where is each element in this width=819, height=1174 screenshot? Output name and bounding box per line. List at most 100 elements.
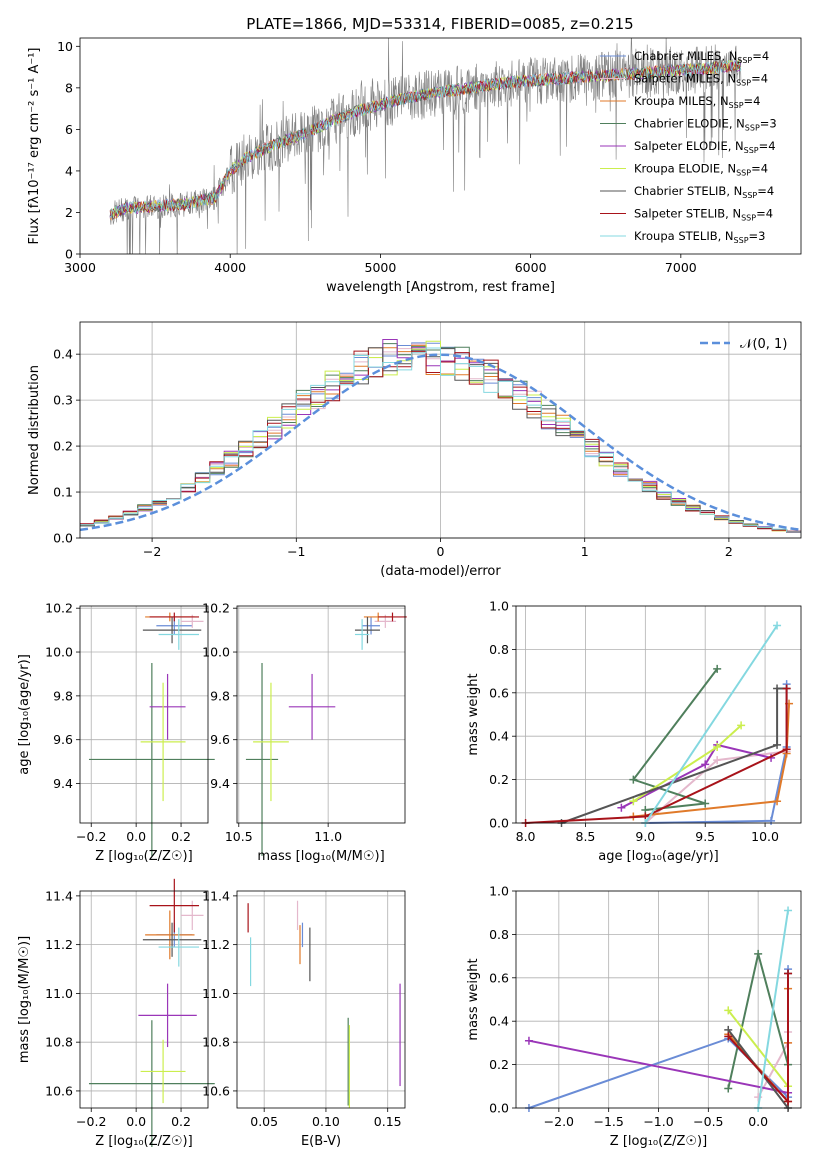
y-tick-label: 10.0 bbox=[45, 645, 73, 660]
legend-count: =4 bbox=[751, 162, 768, 176]
mass-weight-marker bbox=[617, 803, 626, 812]
legend-label: Chabrier STELIB, N bbox=[634, 184, 742, 198]
y-tick-label: 0.6 bbox=[489, 970, 509, 985]
x-tick-label: 9.5 bbox=[695, 829, 715, 844]
x-tick-label: 0 bbox=[437, 544, 445, 559]
y-tick-label: 9.4 bbox=[53, 776, 73, 791]
x-tick-label: −2.0 bbox=[544, 1114, 574, 1129]
y-tick-label: 0.8 bbox=[489, 927, 509, 942]
legend-subscript: SSP bbox=[741, 214, 756, 223]
y-tick-label: 0.3 bbox=[53, 393, 73, 408]
mass-weight-line bbox=[633, 703, 790, 818]
y-tick-label: 0.6 bbox=[489, 685, 509, 700]
legend-subscript: SSP bbox=[734, 236, 749, 245]
axes-frame bbox=[79, 37, 802, 255]
legend-count: =4 bbox=[759, 139, 776, 153]
legend-entry: Chabrier ELODIE, NSSP=3 bbox=[634, 117, 777, 133]
legend-entry: Salpeter STELIB, NSSP=4 bbox=[634, 207, 773, 223]
y-tick-label: 11.4 bbox=[45, 888, 73, 903]
x-tick-label: 0.0 bbox=[126, 829, 146, 844]
y-tick-label: 1.0 bbox=[489, 599, 509, 614]
y-tick-label: 8 bbox=[65, 80, 73, 95]
x-tick-label: −0.5 bbox=[693, 1114, 723, 1129]
y-tick-label: 2 bbox=[65, 205, 73, 220]
legend-entry: Salpeter MILES, NSSP=4 bbox=[634, 72, 768, 88]
legend-subscript: SSP bbox=[742, 191, 757, 200]
x-tick-label: 0.05 bbox=[250, 1114, 278, 1129]
y-tick-label: 10.8 bbox=[202, 1035, 230, 1050]
y-tick-label: 9.8 bbox=[210, 688, 230, 703]
mass-weight-marker bbox=[773, 797, 782, 806]
y-axis-label: Normed distribution bbox=[27, 365, 42, 495]
x-axis-label: (data-model)/error bbox=[380, 564, 501, 579]
x-tick-label: 1 bbox=[581, 544, 589, 559]
y-tick-label: 6 bbox=[65, 122, 73, 137]
y-tick-label: 9.4 bbox=[210, 776, 230, 791]
mass-weight-marker bbox=[784, 1097, 793, 1106]
x-tick-label: 6000 bbox=[515, 260, 547, 275]
legend-subscript: SSP bbox=[744, 146, 759, 155]
x-axis-label: wavelength [Angstrom, rest frame] bbox=[326, 280, 555, 295]
weight-vs-metallicity-panel: −2.0 −1.5 −1.0 −0.5 0.0 0.0 0.2 0.4 0.6 0.8 1.0 Z [… bbox=[466, 884, 802, 1149]
mass-weight-line bbox=[757, 910, 789, 1109]
x-tick-label: 11.0 bbox=[314, 829, 342, 844]
legend-label: Kroupa MILES, N bbox=[634, 94, 729, 108]
x-tick-label: 10.0 bbox=[751, 829, 779, 844]
mass-vs-metallicity-panel: −0.2 0.0 0.2 10.6 10.8 11.0 11.2 11.4 Z [log₁₀(Z… bbox=[17, 878, 215, 1149]
model-spectrum-line bbox=[109, 59, 742, 218]
y-axis-label: mass weight bbox=[466, 958, 481, 1040]
legend-count: =4 bbox=[751, 72, 768, 86]
residuals-panel: −2 −1 0 1 2 0.0 0.1 0.2 0.3 0.4 (data-model)/error… bbox=[27, 321, 802, 579]
y-tick-label: 10.0 bbox=[202, 645, 230, 660]
mass-weight-marker bbox=[782, 745, 791, 754]
legend-count: =3 bbox=[760, 117, 777, 131]
legend-count: =4 bbox=[744, 94, 761, 108]
mass-weight-line bbox=[525, 688, 788, 824]
weight-vs-age-panel: 8.0 8.5 9.0 9.5 10.0 0.0 0.2 0.4 0.6 0.8 1.0 age [l… bbox=[466, 599, 802, 864]
legend-label: Kroupa ELODIE, N bbox=[634, 162, 736, 176]
y-tick-label: 0.1 bbox=[53, 485, 73, 500]
y-tick-label: 0.0 bbox=[489, 816, 509, 831]
x-tick-label: 4000 bbox=[214, 260, 246, 275]
mass-weight-line bbox=[644, 624, 778, 824]
mass-weight-marker bbox=[773, 740, 782, 749]
x-tick-label: 3000 bbox=[64, 260, 96, 275]
legend-entry: Chabrier MILES, NSSP=4 bbox=[634, 49, 769, 65]
y-tick-label: 0 bbox=[65, 247, 73, 262]
x-tick-label: 9.0 bbox=[635, 829, 655, 844]
x-tick-label: −1.5 bbox=[593, 1114, 623, 1129]
axes-frame bbox=[79, 890, 209, 1109]
legend-count: =4 bbox=[752, 49, 769, 63]
x-tick-label: −1.0 bbox=[643, 1114, 673, 1129]
y-tick-label: 0.8 bbox=[489, 642, 509, 657]
x-tick-label: −2 bbox=[143, 544, 161, 559]
legend-label: Chabrier MILES, N bbox=[634, 49, 737, 63]
y-tick-label: 9.6 bbox=[53, 732, 73, 747]
x-tick-label: 0.2 bbox=[171, 829, 191, 844]
mass-weight-line bbox=[561, 687, 787, 824]
mass-weight-marker bbox=[629, 775, 638, 784]
y-tick-label: 0.0 bbox=[489, 1101, 509, 1116]
legend-entry: Salpeter ELODIE, NSSP=4 bbox=[634, 139, 776, 155]
mass-weight-marker bbox=[784, 969, 793, 978]
mass-weight-line bbox=[727, 1009, 789, 1087]
mass-weight-marker bbox=[701, 799, 710, 808]
y-tick-label: 9.6 bbox=[210, 732, 230, 747]
x-tick-label: 7000 bbox=[665, 260, 697, 275]
mass-weight-marker bbox=[773, 621, 782, 630]
legend-count: =4 bbox=[757, 184, 774, 198]
axes-frame bbox=[515, 890, 802, 1109]
axes-frame bbox=[515, 605, 802, 824]
mass-weight-marker bbox=[724, 1084, 733, 1093]
legend-entry: Kroupa STELIB, NSSP=3 bbox=[634, 229, 765, 245]
y-axis-label: mass weight bbox=[466, 673, 481, 755]
y-tick-label: 10.6 bbox=[45, 1083, 73, 1098]
normal-curve bbox=[79, 353, 802, 532]
legend-subscript: SSP bbox=[745, 124, 760, 133]
legend-entry: 𝒩(0, 1) bbox=[740, 337, 787, 352]
x-tick-label: 0.10 bbox=[312, 1114, 340, 1129]
mass-weight-marker bbox=[737, 721, 746, 730]
mass-weight-line bbox=[528, 1039, 789, 1094]
x-tick-label: −1 bbox=[287, 544, 305, 559]
